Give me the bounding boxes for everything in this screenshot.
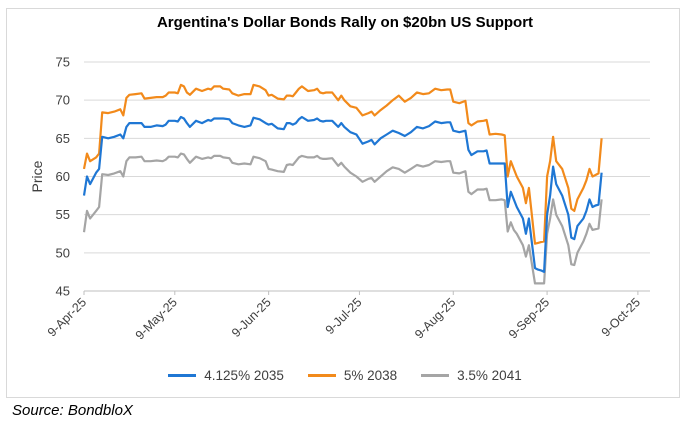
legend-item-2038: 5% 2038 — [307, 368, 398, 383]
y-tick-label: 75 — [56, 55, 70, 70]
y-tick-label: 60 — [56, 169, 70, 184]
series-line-4-125-2035 — [82, 115, 603, 273]
x-tick-label: 9-Sep-25 — [506, 295, 552, 341]
legend-label-2041: 3.5% 2041 — [457, 368, 522, 383]
x-tick-label: 9-Jun-25 — [229, 295, 274, 340]
series-lines — [82, 83, 603, 285]
legend-swatch-2038 — [307, 374, 336, 377]
x-axis-ticks: 9-Apr-25 9-May-25 9-Jun-25 9-Jul-25 9-Aug-25… — [45, 291, 643, 342]
x-tick-label: 9-Aug-25 — [412, 295, 458, 341]
chart-title: Argentina's Dollar Bonds Rally on $20bn … — [156, 14, 534, 31]
y-tick-label: 65 — [56, 131, 70, 146]
legend-swatch-2035 — [168, 374, 197, 377]
legend: 4.125% 2035 5% 2038 3.5% 2041 — [0, 368, 690, 383]
y-tick-label: 50 — [56, 245, 70, 260]
legend-swatch-2041 — [421, 374, 450, 377]
legend-item-2035: 4.125% 2035 — [168, 368, 284, 383]
legend-label-2035: 4.125% 2035 — [204, 368, 284, 383]
y-tick-label: 55 — [56, 207, 70, 222]
legend-item-2041: 3.5% 2041 — [421, 368, 522, 383]
x-tick-label: 9-May-25 — [133, 295, 180, 342]
y-axis-label: Price — [29, 160, 45, 192]
x-tick-label: 9-Jul-25 — [323, 295, 365, 337]
x-tick-label: 9-Apr-25 — [45, 295, 89, 339]
source-note: Source: BondbloX — [12, 402, 133, 419]
chart-frame — [6, 8, 680, 398]
y-axis-ticks: 45 50 55 60 65 70 75 — [56, 55, 70, 299]
y-tick-label: 45 — [56, 284, 70, 299]
legend-label-2038: 5% 2038 — [343, 368, 398, 383]
series-line-3-5-2041 — [82, 152, 603, 285]
x-tick-label: 9-Oct-25 — [599, 295, 643, 339]
series-line-5-2038 — [82, 83, 603, 245]
y-tick-label: 70 — [56, 93, 70, 108]
